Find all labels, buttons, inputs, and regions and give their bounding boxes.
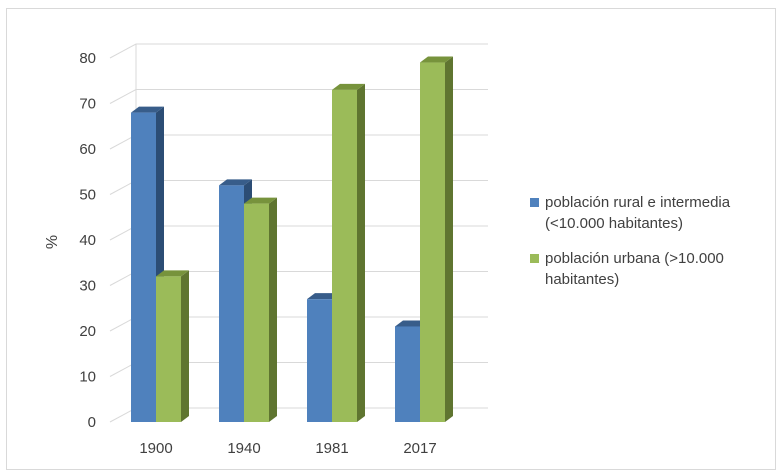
legend-label-urbana: población urbana (>10.000 habitantes) [545, 250, 724, 288]
bar-top-2017-s0 [395, 320, 428, 327]
legend-label-rural: población rural e intermedia (<10.000 ha… [545, 194, 731, 232]
bar-1900-s1 [156, 276, 181, 422]
bar-2017-s0 [395, 326, 420, 422]
x-tick-label-1940: 1940 [227, 440, 260, 457]
bar-1981-s1 [332, 89, 357, 422]
y-axis: 0 10 20 30 40 50 60 70 80 [79, 50, 96, 431]
y-axis-label: % [44, 235, 61, 249]
bar-top-1981-s1 [332, 83, 365, 90]
legend-item-urbana: población urbana (>10.000 habitantes) [530, 248, 775, 290]
bar-top-1900-s0 [131, 106, 164, 113]
bar-side-1900-s1 [181, 270, 189, 422]
x-tick-label-1900: 1900 [139, 440, 172, 457]
bar-side-2017-s1 [445, 56, 453, 423]
y-tick-label-80: 80 [79, 50, 96, 67]
legend-swatch-urbana [530, 254, 539, 263]
bar-top-1940-s1 [244, 197, 277, 204]
x-tick-label-1981: 1981 [315, 440, 348, 457]
gridline-80 [109, 43, 488, 59]
y-tick-label-20: 20 [79, 323, 96, 340]
bar-top-2017-s1 [420, 56, 453, 63]
y-tick-label-0: 0 [88, 414, 96, 431]
bar-1900-s0 [131, 112, 156, 422]
y-tick-label-70: 70 [79, 96, 96, 113]
legend: población rural e intermedia (<10.000 ha… [530, 192, 775, 304]
y-tick-label-60: 60 [79, 141, 96, 158]
bar-1940-s0 [219, 185, 244, 422]
bar-side-1940-s1 [269, 197, 277, 422]
legend-item-rural: población rural e intermedia (<10.000 ha… [530, 192, 775, 234]
bar-top-1900-s1 [156, 270, 189, 277]
y-tick-label-10: 10 [79, 369, 96, 386]
bar-side-1981-s1 [357, 83, 365, 422]
bar-1940-s1 [244, 203, 269, 422]
x-axis: 1900 1940 1981 2017 [139, 440, 436, 457]
x-tick-label-2017: 2017 [403, 440, 436, 457]
legend-swatch-rural [530, 198, 539, 207]
bar-2017-s1 [420, 62, 445, 423]
y-tick-label-40: 40 [79, 232, 96, 249]
bar-1981-s0 [307, 299, 332, 422]
bar-top-1940-s0 [219, 179, 252, 186]
y-tick-label-30: 30 [79, 278, 96, 295]
bars [131, 56, 453, 423]
bar-top-1981-s0 [307, 293, 340, 300]
y-tick-label-50: 50 [79, 187, 96, 204]
